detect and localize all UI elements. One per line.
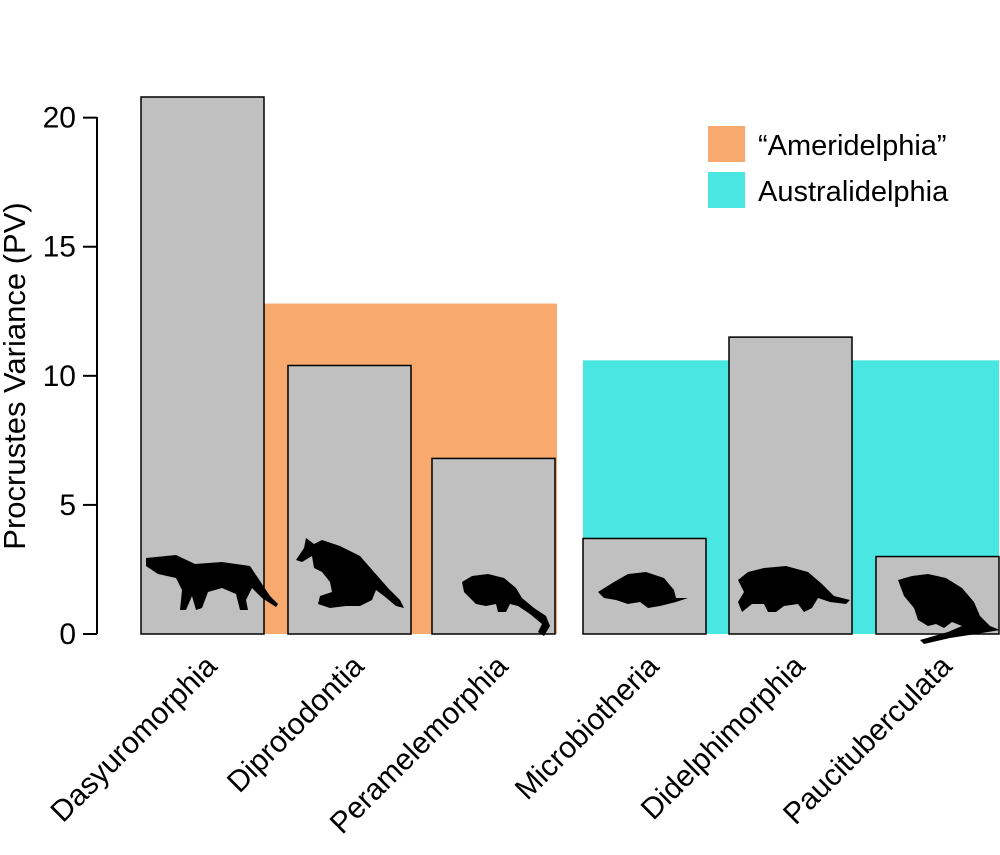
x-tick-label-dasyuromorphia: Dasyuromorphia [44,649,223,828]
y-tick-label-20: 20 [43,102,76,135]
legend-swatch-australidelphia [708,172,745,208]
legend-label-australidelphia: Australidelphia [758,176,949,208]
shrew-opossum-icon [898,574,1000,644]
thylacine-icon [146,555,278,610]
y-axis: 0 5 10 15 20 [43,102,98,651]
opossum-icon [738,566,850,612]
y-tick-label-15: 15 [43,231,76,264]
x-tick-labels: DasyuromorphiaDiprotodontiaPeramelemorph… [44,649,958,840]
bar-layer [140,96,1000,635]
x-tick-label-diprotodontia: Diprotodontia [221,649,371,799]
silhouette-layer [146,538,1000,644]
x-tick-label-microbiotheria: Microbiotheria [509,649,666,806]
y-tick-label-5: 5 [59,489,76,522]
monito-del-monte-icon [598,572,688,608]
bar-peramelemorphia [431,457,556,635]
bandicoot-icon [462,574,550,636]
legend-label-ameridelphia: “Ameridelphia” [758,130,947,162]
legend-swatch-ameridelphia [708,126,745,162]
bar-dasyuromorphia [140,96,265,635]
y-tick-label-0: 0 [59,618,76,651]
legend: “Ameridelphia” Australidelphia [708,126,949,208]
kangaroo-icon [296,538,404,608]
y-axis-label: Procrustes Variance (PV) [0,202,32,549]
y-tick-label-10: 10 [43,360,76,393]
